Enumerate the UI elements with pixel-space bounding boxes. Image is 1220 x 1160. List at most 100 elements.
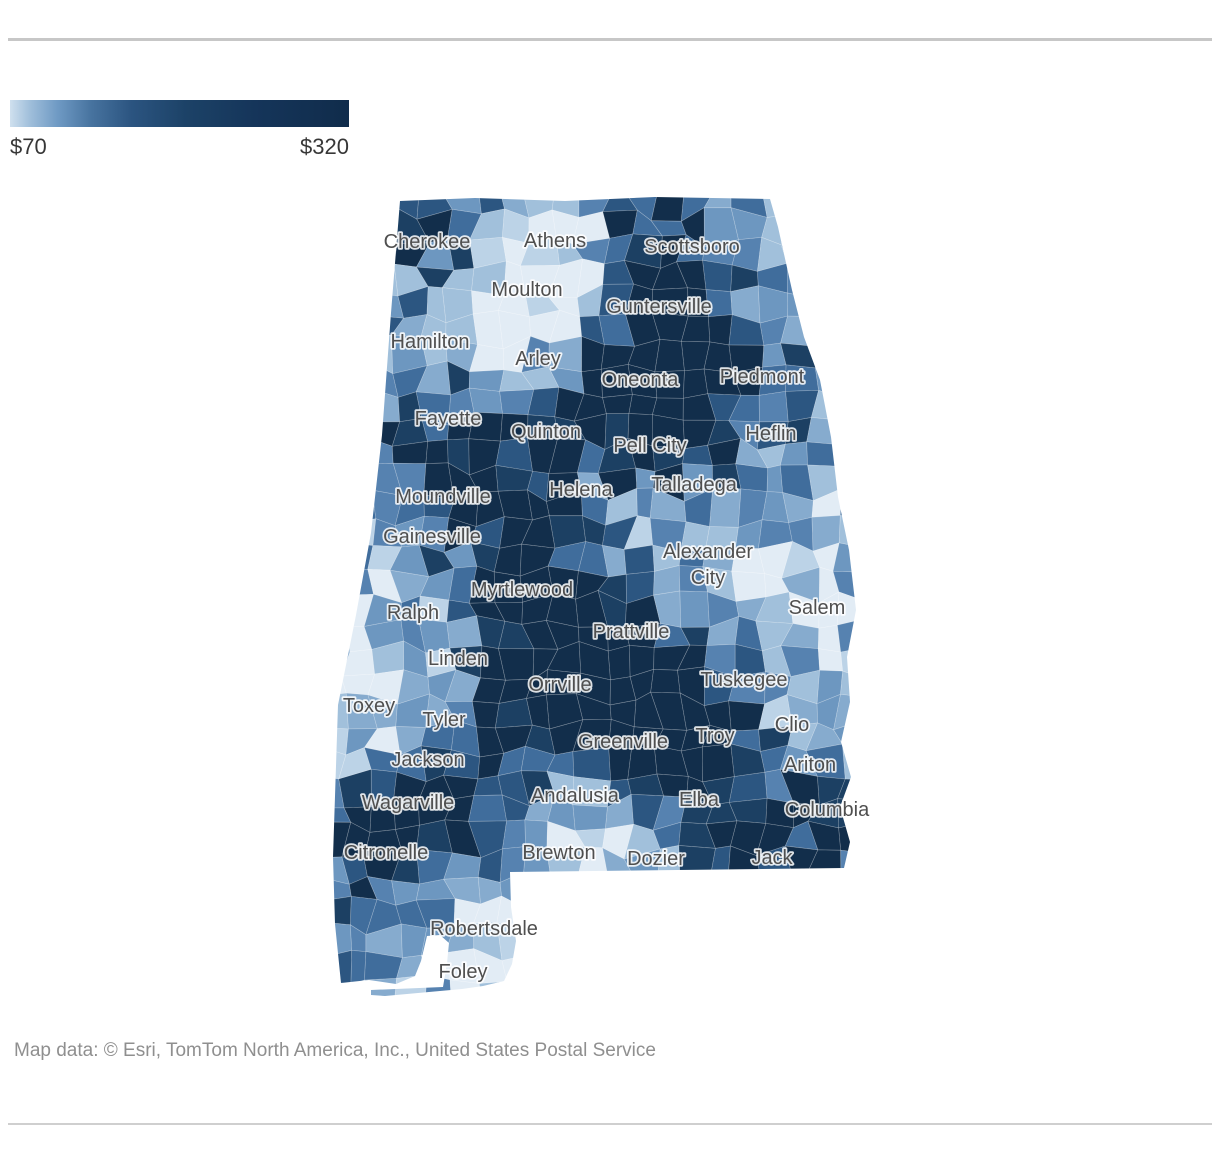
zip-region	[679, 590, 710, 628]
zip-region	[495, 1000, 529, 1010]
zip-region	[862, 572, 870, 600]
zip-region	[333, 335, 343, 373]
zip-region	[860, 926, 870, 957]
zip-region	[628, 957, 653, 982]
zip-region	[333, 464, 351, 494]
zip-region	[781, 899, 816, 925]
zip-region	[333, 490, 351, 528]
zip-region	[343, 518, 377, 546]
zip-region	[703, 998, 737, 1010]
city-label: Heflin	[745, 423, 796, 445]
zip-region	[394, 999, 424, 1010]
zip-region	[342, 438, 378, 466]
city-label: Myrtlewood	[471, 579, 573, 601]
zip-region	[863, 214, 870, 238]
zip-region	[866, 949, 870, 985]
zip-region	[760, 1003, 791, 1010]
zip-region	[607, 644, 631, 681]
zip-region	[863, 745, 870, 781]
zip-region	[809, 233, 846, 269]
zip-region	[831, 390, 856, 421]
zip-region	[858, 1000, 870, 1010]
city-label: Arley	[515, 348, 561, 370]
city-label: Moundville	[395, 486, 491, 508]
zip-region	[347, 489, 377, 524]
zip-region	[839, 316, 856, 347]
zip-region	[520, 1008, 560, 1010]
zip-region	[831, 361, 856, 396]
alabama-choropleth-map: Cherokee Athens Scottsboro Moulton Guntersvi…	[333, 197, 870, 1010]
zip-region	[702, 976, 742, 996]
zip-region	[607, 1002, 632, 1010]
zip-region	[868, 237, 870, 261]
zip-region	[806, 295, 841, 320]
zip-region	[703, 197, 732, 209]
zip-region	[649, 958, 687, 982]
zip-region	[866, 852, 870, 883]
zip-region	[400, 923, 428, 959]
city-label: Ariton	[784, 754, 836, 776]
zip-region	[630, 973, 656, 996]
zip-region	[425, 439, 449, 464]
zip-region	[806, 261, 846, 298]
zip-region	[757, 981, 784, 996]
zip-region	[865, 260, 870, 297]
city-label: Moulton	[491, 279, 562, 301]
zip-region	[839, 488, 856, 524]
zip-region	[858, 414, 870, 442]
zip-region	[859, 721, 870, 751]
zip-region	[758, 391, 789, 423]
city-label: Ralph	[387, 602, 439, 624]
city-label: Toxey	[343, 695, 395, 717]
zip-region	[766, 464, 784, 493]
zip-region	[333, 542, 346, 570]
zip-region	[808, 897, 844, 925]
zip-region	[547, 976, 583, 996]
zip-region	[708, 314, 733, 346]
city-label: Citronelle	[344, 842, 428, 864]
zip-region	[342, 463, 378, 492]
zip-region	[576, 903, 610, 929]
zip-region	[494, 698, 533, 729]
zip-region	[633, 875, 658, 905]
zip-region	[809, 975, 847, 996]
zip-region	[710, 872, 736, 904]
zip-region	[862, 822, 870, 853]
zip-region	[580, 921, 607, 953]
city-label: Helena	[549, 479, 613, 501]
city-labels: Cherokee Athens Scottsboro Moulton Guntersvi…	[341, 228, 870, 985]
zip-region	[838, 821, 856, 854]
zip-region	[333, 727, 349, 756]
zip-region	[333, 616, 351, 655]
zip-region	[333, 595, 345, 627]
zip-region	[679, 872, 714, 908]
city-label: Jackson	[391, 749, 464, 771]
zip-region	[649, 932, 684, 960]
city-label: Prattville	[593, 621, 670, 643]
zip-region	[346, 979, 367, 996]
city-label: Foley	[439, 961, 488, 983]
zip-region	[549, 1003, 582, 1010]
legend-labels: $70 $320	[10, 134, 349, 160]
zip-region	[781, 954, 810, 985]
zip-region	[679, 902, 714, 934]
zip-region	[577, 1003, 609, 1010]
zip-region	[783, 1004, 818, 1010]
city-label: Dozier	[627, 848, 685, 870]
zip-region	[650, 197, 685, 222]
zip-region	[468, 794, 508, 822]
zip-region	[860, 905, 870, 927]
zip-region	[445, 1000, 482, 1010]
zip-region	[835, 261, 856, 297]
zip-region	[333, 197, 348, 221]
zip-region	[576, 975, 608, 996]
zip-region	[628, 394, 658, 416]
zip-region	[333, 896, 352, 926]
zip-region	[682, 444, 713, 466]
zip-region	[757, 954, 793, 985]
zip-region	[340, 314, 372, 337]
bottom-divider	[8, 1123, 1212, 1125]
zip-region	[479, 981, 508, 996]
zip-region	[652, 977, 687, 996]
zip-region	[572, 804, 608, 832]
